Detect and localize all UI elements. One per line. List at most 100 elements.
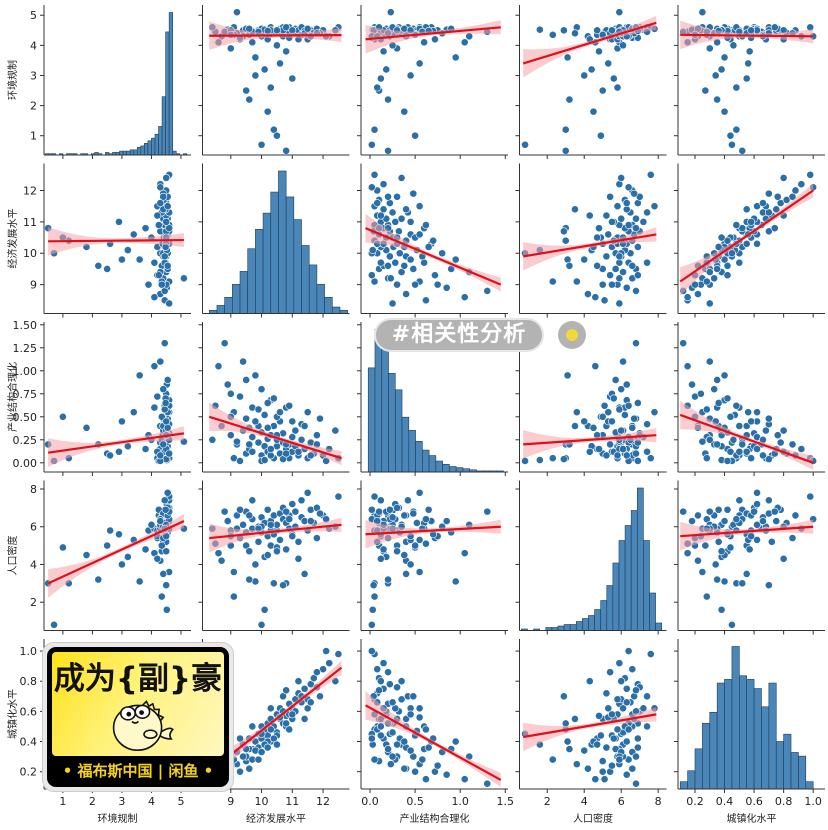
scatter-point	[726, 543, 735, 552]
scatter-point	[615, 659, 624, 668]
scatter-point	[282, 686, 291, 695]
scatter-point	[135, 255, 144, 264]
scatter-point	[559, 26, 568, 35]
scatter-point	[602, 211, 611, 220]
scatter-point	[285, 515, 294, 524]
scatter-point	[628, 423, 637, 432]
scatter-point	[764, 189, 773, 198]
scatter-point	[165, 449, 174, 458]
regression-line	[680, 525, 814, 538]
histogram-bar	[649, 592, 656, 631]
scatter-point	[150, 362, 159, 371]
x-tick-label: 2	[89, 795, 96, 808]
scatter-point	[424, 743, 433, 752]
scatter-point	[254, 438, 263, 447]
scatter-point	[82, 551, 91, 559]
scatter-point	[753, 488, 761, 497]
scatter-point	[608, 417, 616, 426]
scatter-point	[595, 47, 603, 56]
scatter-point	[422, 515, 430, 524]
panel-content	[365, 488, 501, 629]
scatter-point	[620, 411, 629, 419]
scatter-point	[650, 202, 659, 211]
badge-watermark: 成为{副}豪 • 福布斯中国 | 闲鱼 •	[42, 642, 234, 792]
scatter-point	[622, 737, 631, 746]
scatter-point	[596, 731, 605, 740]
scatter-point	[248, 447, 257, 456]
scatter-point	[572, 277, 581, 286]
panel-content	[208, 339, 343, 466]
scatter-point	[393, 192, 401, 201]
scatter-point	[720, 577, 729, 586]
histogram-bar	[278, 170, 287, 314]
scatter-point	[717, 547, 726, 556]
scatter-point	[160, 252, 169, 261]
histogram-bar	[367, 367, 376, 472]
scatter-point	[223, 380, 232, 389]
scatter-point	[135, 577, 144, 586]
scatter-point	[561, 236, 570, 245]
scatter-point	[735, 422, 744, 430]
scatter-point	[370, 592, 379, 601]
histogram-bar	[643, 540, 650, 631]
scatter-point	[269, 579, 278, 588]
histogram-bar	[232, 284, 241, 314]
regression-line	[680, 33, 814, 38]
panel-3-1	[198, 480, 350, 635]
scatter-point	[153, 554, 162, 563]
scatter-point	[732, 515, 741, 524]
scatter-point	[632, 752, 640, 761]
scatter-point	[415, 59, 424, 68]
scatter-point	[239, 520, 247, 529]
scatter-point	[571, 205, 579, 214]
panel-1-1	[198, 163, 350, 318]
x-tick-label: 10	[255, 795, 269, 808]
scatter-point	[413, 519, 421, 527]
scatter-point	[386, 760, 395, 769]
scatter-point	[572, 408, 581, 417]
scatter-point	[729, 41, 738, 50]
scatter-point	[705, 435, 714, 444]
y-axis-label: 城镇化水平	[6, 689, 19, 739]
scatter-point	[767, 537, 776, 546]
scatter-point	[633, 399, 642, 407]
histogram-bar	[172, 150, 177, 155]
scatter-point	[431, 35, 439, 44]
scatter-point	[559, 455, 568, 464]
histogram-bar	[521, 628, 528, 631]
scatter-point	[589, 423, 598, 432]
scatter-point	[728, 620, 736, 629]
y-tick-label: 3	[30, 69, 37, 82]
scatter-point	[397, 214, 406, 223]
scatter-point	[770, 507, 779, 516]
panel-content	[679, 646, 814, 789]
scatter-point	[58, 543, 67, 552]
regression-line	[365, 525, 501, 536]
scatter-point	[58, 412, 67, 421]
scatter-point	[368, 605, 377, 614]
scatter-point	[611, 265, 620, 273]
histogram-bar	[594, 609, 601, 631]
scatter-point	[248, 722, 257, 731]
histogram-bar	[739, 675, 747, 789]
y-tick-label: 12	[23, 184, 37, 197]
scatter-point	[115, 217, 123, 226]
scatter-point	[316, 692, 324, 701]
scatter-point	[747, 217, 756, 226]
scatter-point	[220, 507, 229, 516]
histogram-bar	[569, 624, 577, 631]
scatter-point	[797, 445, 806, 453]
scatter-point	[306, 680, 315, 689]
histogram-bar	[394, 389, 403, 472]
scatter-point	[650, 408, 659, 417]
histogram-bar	[716, 682, 725, 789]
scatter-point	[157, 541, 166, 550]
scatter-point	[384, 261, 392, 270]
scatter-point	[617, 385, 626, 394]
scatter-point	[409, 509, 418, 518]
confidence-band	[365, 519, 501, 549]
scatter-point	[483, 507, 492, 516]
histogram-bar	[753, 688, 762, 789]
panel-4-4: 0.2 0.4 0.6 0.8 1.0	[674, 639, 825, 808]
scatter-point	[742, 239, 751, 248]
